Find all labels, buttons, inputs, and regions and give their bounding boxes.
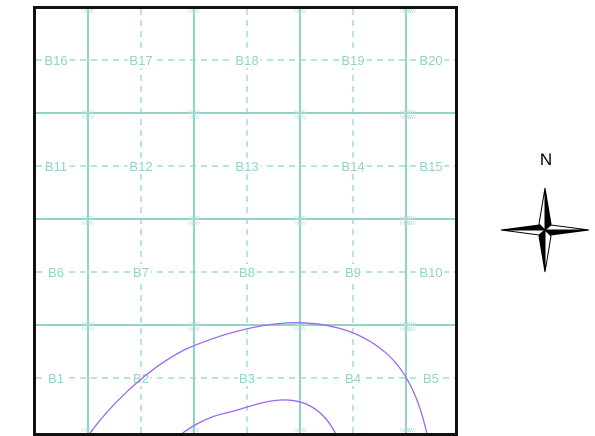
watermark-text: NEW [188, 9, 200, 15]
grid-cell-label[interactable]: B8 [239, 265, 255, 280]
grid-cell-label[interactable]: B12 [129, 159, 152, 174]
watermark-text: NEW [400, 327, 412, 333]
cell-label-background [46, 370, 66, 386]
watermark-text: NEW [188, 216, 200, 222]
cell-label-background [42, 158, 70, 174]
watermark-text: NEW [404, 110, 416, 116]
watermark-text: NEW [404, 216, 416, 222]
cell-label-background [339, 158, 367, 174]
cell-label-background [233, 158, 261, 174]
watermark-text: NEW [294, 322, 306, 328]
watermark-text: NEW [82, 9, 94, 10]
watermark-text: NEW [400, 221, 412, 227]
north-label: N [539, 150, 553, 169]
cell-label-background [127, 52, 155, 68]
major-grid-lines [36, 9, 455, 433]
watermark-text: NEW [294, 428, 306, 434]
watermark-text: NEW [404, 221, 416, 227]
grid-cell-label[interactable]: B1 [48, 371, 64, 386]
watermark-text: NEW [400, 216, 412, 222]
cell-label-background [237, 370, 257, 386]
cell-label-background [46, 264, 66, 280]
cell-label-background [131, 264, 151, 280]
outer-contour [89, 322, 428, 433]
cell-label-background [421, 370, 441, 386]
grid-cell-label[interactable]: B13 [235, 159, 258, 174]
cell-label-background [417, 158, 445, 174]
grid-cell-label[interactable]: B4 [345, 371, 361, 386]
watermark-text: NEW [82, 216, 94, 222]
grid-cell-label[interactable]: B5 [423, 371, 439, 386]
grid-cell-label[interactable]: B15 [419, 159, 442, 174]
cell-label-background [417, 264, 445, 280]
cell-label-background [131, 370, 151, 386]
grid-cell-label[interactable]: B3 [239, 371, 255, 386]
cell-label-background [127, 158, 155, 174]
watermark-text: NEW [82, 9, 94, 15]
cell-label-background [343, 370, 363, 386]
watermark-text: NEW [188, 9, 200, 10]
watermark-text: NEW [294, 115, 306, 121]
watermark-text: NEW [82, 115, 94, 121]
watermark-text: NEW [188, 110, 200, 116]
grid-cell-label[interactable]: B7 [133, 265, 149, 280]
grid-cell-label[interactable]: B9 [345, 265, 361, 280]
watermark-text: NEW [404, 327, 416, 333]
grid-cell-label[interactable]: B18 [235, 53, 258, 68]
grid-cell-label[interactable]: B19 [341, 53, 364, 68]
watermark-text: NEW [294, 9, 306, 10]
watermark-text: NEW [188, 327, 200, 333]
grid-cell-label[interactable]: B11 [45, 159, 67, 174]
grid-cell-labels: B16 B17 B18 B19 B20 B11 B12 B13 B14 B15 B6 B7 B8 B9 B1… [42, 52, 445, 386]
watermark-text: NEW [404, 322, 416, 328]
watermark-text: NEW [82, 327, 94, 333]
watermark-text: NEW [294, 110, 306, 116]
watermark-text: NEW [400, 115, 412, 121]
map-canvas[interactable]: NEWNEWNEWNEWNEWNEWNEWNEWNEWNEWNEWNEWNEWN… [36, 9, 458, 436]
grid-cell-label[interactable]: B16 [44, 53, 67, 68]
watermark-text: NEW [82, 322, 94, 328]
watermark-text: NEW [188, 221, 200, 227]
watermark-text: NEW [400, 9, 412, 10]
watermark-text: NEW [188, 115, 200, 121]
north-arrow-compass-rose-icon [500, 187, 590, 273]
watermark-text: NEW [188, 322, 200, 328]
watermark-text: NEW [404, 115, 416, 121]
watermark-text: NEW [188, 428, 200, 434]
watermark-text: NEW [400, 110, 412, 116]
cell-label-background [233, 52, 261, 68]
watermark-text: NEW [294, 216, 306, 222]
cell-label-background [42, 52, 70, 68]
cell-label-background [417, 52, 445, 68]
north-arrow: N [500, 150, 592, 290]
cell-label-background [339, 52, 367, 68]
cell-label-background [343, 264, 363, 280]
grid-cell-label[interactable]: B20 [419, 53, 442, 68]
watermark-text: NEW [404, 9, 416, 15]
watermark-text: NEW [400, 9, 412, 15]
watermark-text: NEW [294, 327, 306, 333]
grid-cell-label[interactable]: B14 [341, 159, 364, 174]
cell-label-background [237, 264, 257, 280]
map-panel[interactable]: NEW NEW NEW NEW NEW NEW NEW NEW NEW NEW NEW NEW NEW N… [33, 6, 458, 436]
watermark-text: NEW [82, 221, 94, 227]
watermark-text: NEW [294, 9, 306, 15]
watermark-text: NEW [404, 9, 416, 10]
watermark-text: NEW [400, 322, 412, 328]
watermark-text: NEW [404, 428, 416, 434]
grid-cell-label[interactable]: B17 [129, 53, 152, 68]
inner-contour [181, 399, 336, 433]
grid-cell-label[interactable]: B6 [48, 265, 64, 280]
watermark-text: NEW [82, 110, 94, 116]
grid-cell-label[interactable]: B10 [419, 265, 442, 280]
watermark-text: NEW [294, 221, 306, 227]
contour-lines [89, 322, 428, 433]
